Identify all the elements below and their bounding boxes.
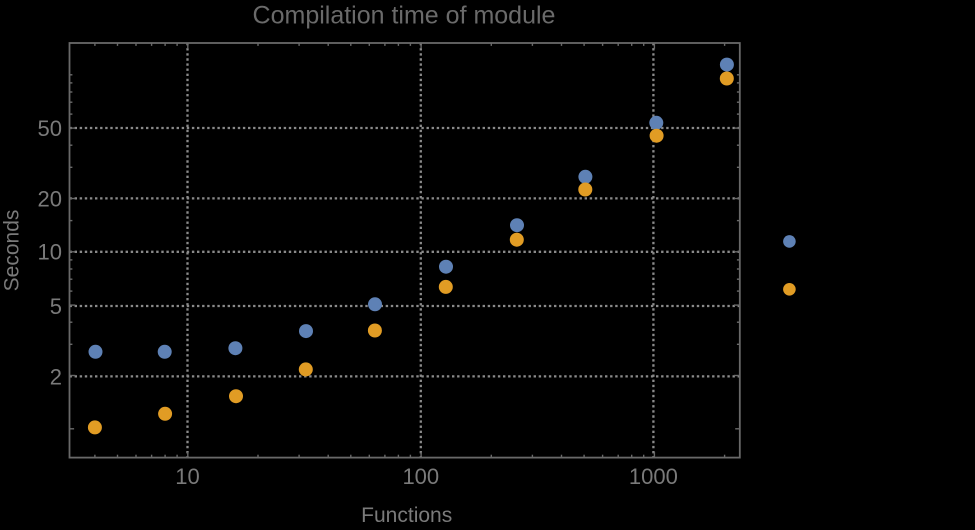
svg-text:20: 20 bbox=[38, 186, 62, 211]
svg-text:Functions: Functions bbox=[361, 504, 452, 525]
svg-text:10: 10 bbox=[38, 240, 62, 265]
svg-text:2: 2 bbox=[50, 364, 62, 389]
svg-text:100: 100 bbox=[402, 464, 439, 489]
svg-text:Seconds: Seconds bbox=[1, 210, 24, 292]
svg-text:Compilation time of module: Compilation time of module bbox=[253, 1, 556, 29]
svg-text:10: 10 bbox=[175, 464, 199, 489]
svg-text:50: 50 bbox=[38, 116, 62, 141]
svg-text:5: 5 bbox=[50, 294, 62, 319]
svg-text:1000: 1000 bbox=[629, 464, 678, 489]
